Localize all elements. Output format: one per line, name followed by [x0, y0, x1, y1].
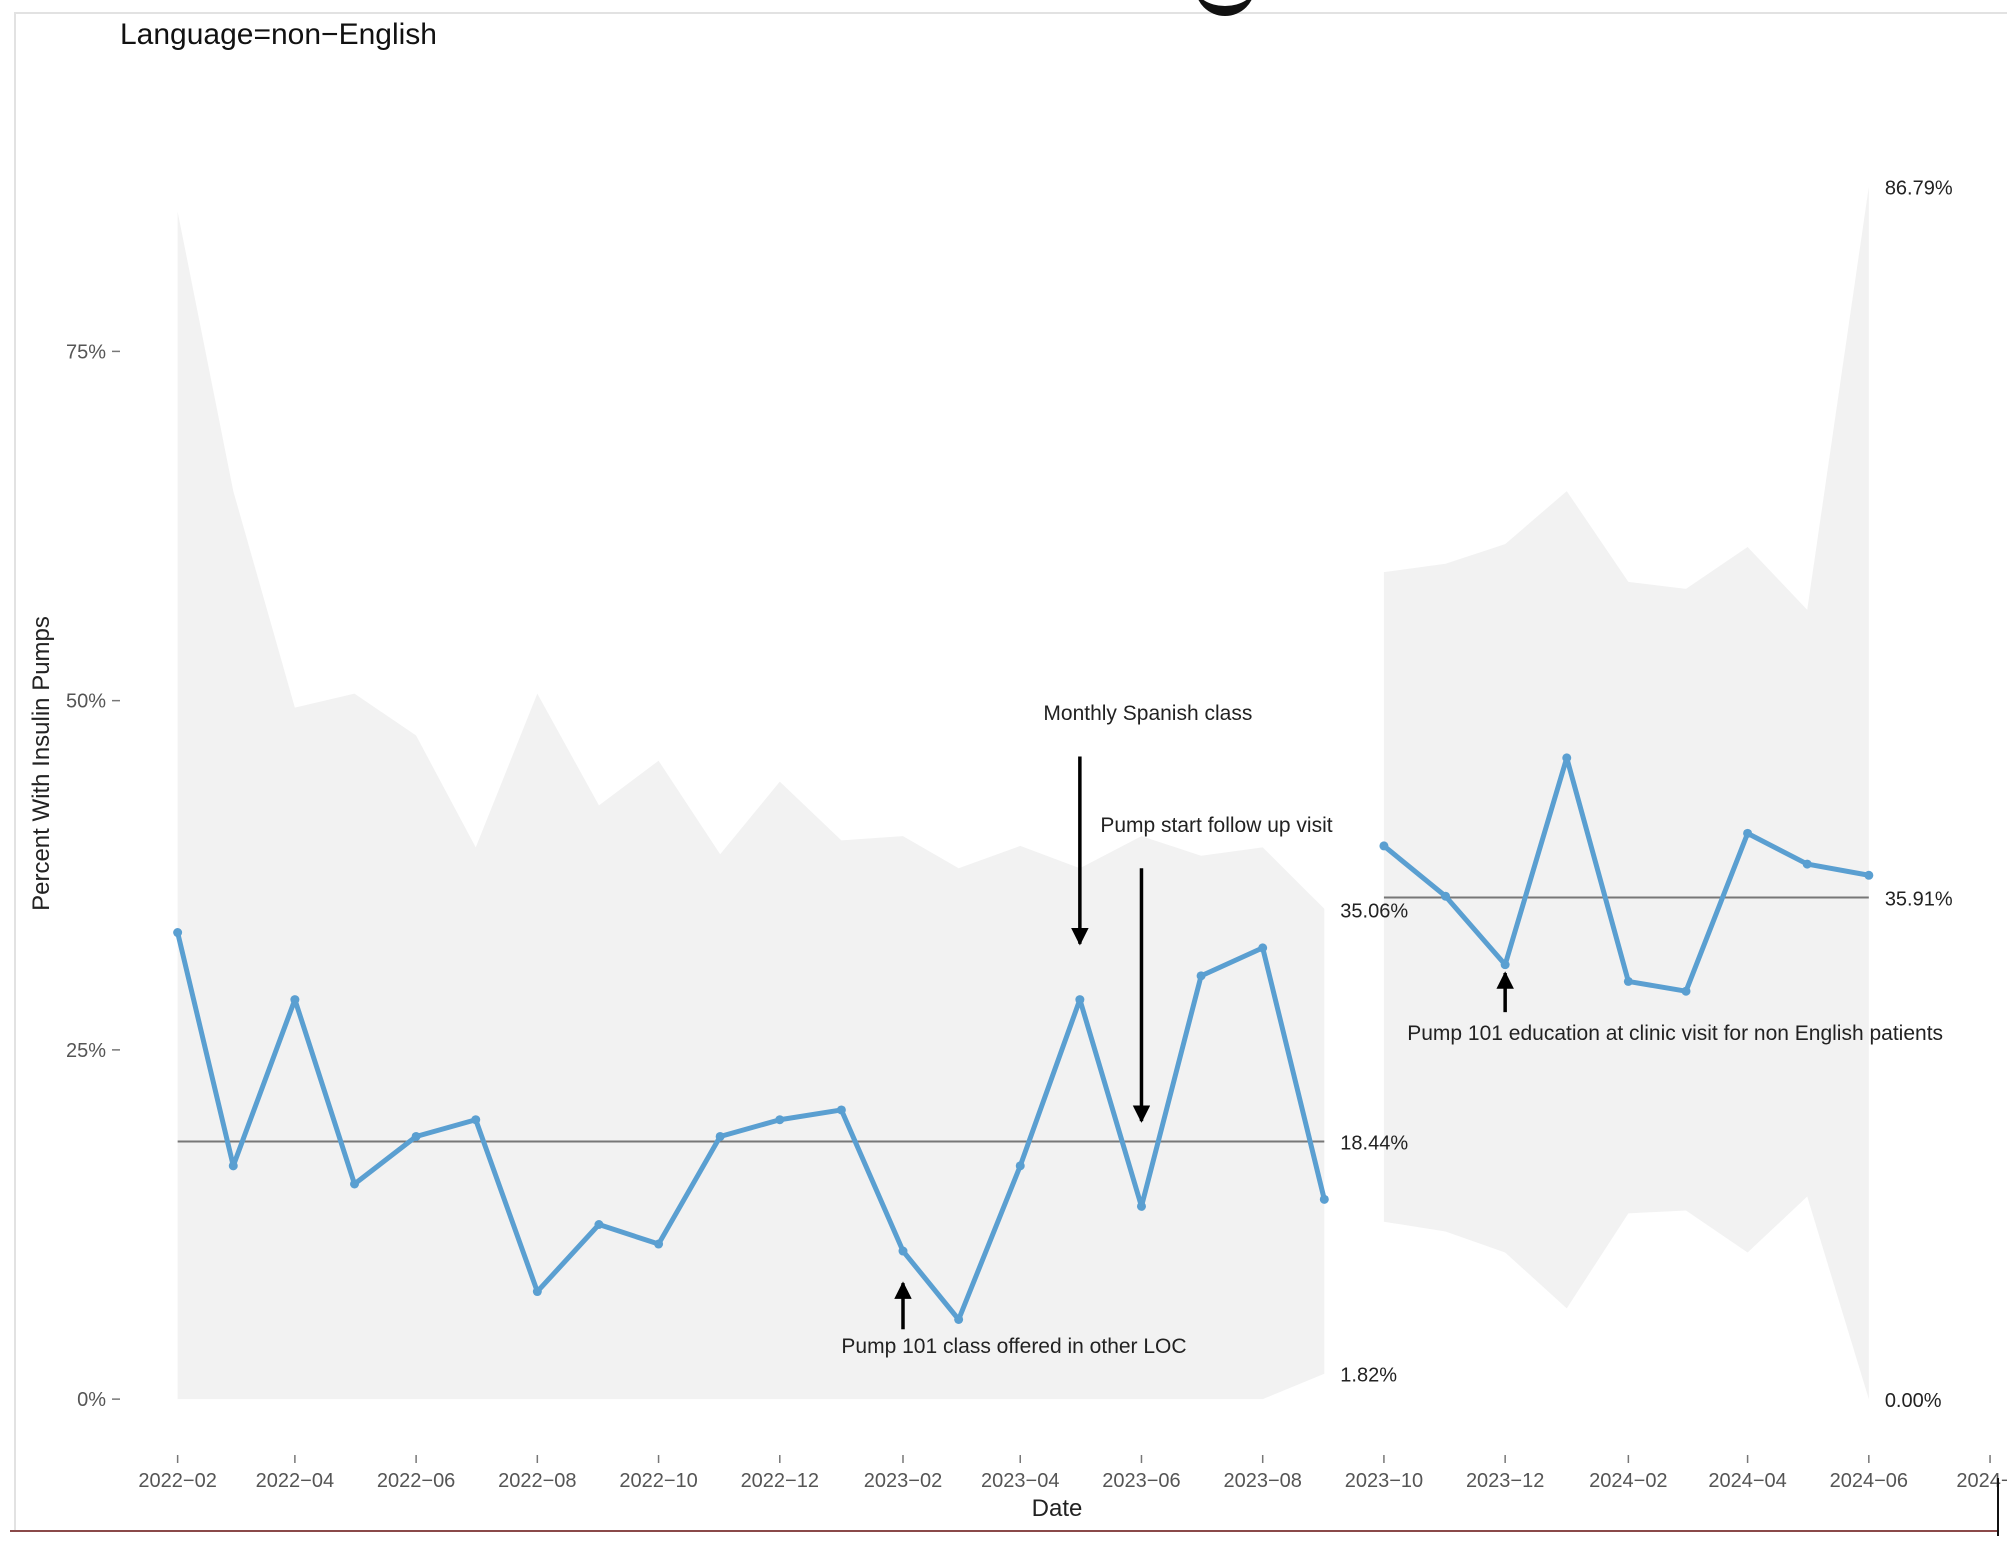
data-point [1802, 859, 1812, 869]
bottom-rule [10, 1530, 1998, 1532]
x-tick-label: 2022−04 [256, 1470, 334, 1492]
data-point [290, 995, 300, 1005]
data-point [228, 1161, 238, 1171]
data-point [1379, 841, 1389, 851]
data-point [173, 928, 183, 938]
data-point [1500, 960, 1510, 970]
data-point [594, 1220, 604, 1229]
corner-tick [1997, 1478, 1999, 1536]
data-point [1441, 891, 1451, 901]
data-point [1681, 986, 1691, 996]
annotation-label: Monthly Spanish class [1043, 702, 1252, 725]
limit-label: 86.79% [1885, 178, 1953, 200]
x-tick-label: 2022−12 [741, 1470, 819, 1492]
x-tick-label: 2022−06 [377, 1470, 455, 1492]
x-tick-label: 2024−0 [1956, 1470, 2007, 1492]
data-point [1196, 971, 1206, 981]
y-tick-label: 50% [66, 691, 106, 713]
y-tick-label: 25% [66, 1040, 106, 1062]
data-point [1864, 870, 1874, 880]
data-point [1623, 976, 1633, 986]
x-tick-label: 2024−06 [1830, 1470, 1908, 1492]
x-tick-label: 2023−10 [1345, 1470, 1423, 1492]
y-axis-title: Percent With Insulin Pumps [28, 616, 55, 911]
limit-label: 0.00% [1885, 1390, 1942, 1412]
figure-border-top [14, 12, 2007, 14]
data-point [715, 1131, 725, 1141]
y-tick-label: 0% [77, 1389, 106, 1411]
panel-title: Language=non−English [120, 18, 437, 51]
limit-label: 35.06% [1340, 900, 1408, 922]
annotation-label: Pump 101 education at clinic visit for n… [1407, 1022, 1943, 1045]
x-tick-label: 2022−02 [138, 1470, 216, 1492]
x-tick-label: 2024−02 [1589, 1470, 1667, 1492]
control-limit-band-1 [177, 211, 1325, 1400]
data-point [1015, 1161, 1025, 1171]
data-point [954, 1314, 964, 1324]
data-point [1258, 943, 1268, 953]
data-point [1319, 1194, 1329, 1204]
limit-label: 18.44% [1340, 1133, 1408, 1155]
data-point [1743, 828, 1753, 838]
x-axis-title: Date [1032, 1495, 1083, 1522]
data-point [411, 1131, 421, 1141]
data-point [350, 1179, 360, 1189]
data-point [532, 1287, 542, 1297]
x-tick-label: 2023−04 [981, 1470, 1059, 1492]
series-line-1 [175, 930, 1327, 1322]
x-tick-label: 2023−08 [1223, 1470, 1301, 1492]
data-point [898, 1246, 908, 1256]
x-tick-label: 2023−02 [864, 1470, 942, 1492]
x-tick-label: 2023−06 [1102, 1470, 1180, 1492]
control-limit-band-2 [1383, 186, 1869, 1400]
annotation-label: Pump 101 class offered in other LOC [841, 1335, 1186, 1358]
cropped-title-glyph [1195, 0, 1255, 16]
figure-border-left [14, 12, 16, 1530]
limit-label: 35.91% [1885, 888, 1953, 910]
x-tick-label: 2023−12 [1466, 1470, 1544, 1492]
data-point [1136, 1201, 1146, 1211]
annotation-label: Pump start follow up visit [1100, 814, 1332, 837]
x-tick-label: 2024−04 [1708, 1470, 1786, 1492]
data-point [471, 1115, 481, 1125]
data-point [654, 1239, 664, 1249]
limit-label: 1.82% [1340, 1365, 1397, 1387]
x-tick-label: 2022−10 [619, 1470, 697, 1492]
data-point [1562, 753, 1572, 763]
x-tick-label: 2022−08 [498, 1470, 576, 1492]
y-tick-label: 75% [66, 341, 106, 363]
data-point [836, 1105, 846, 1115]
data-point [775, 1115, 785, 1125]
data-point [1075, 995, 1085, 1005]
